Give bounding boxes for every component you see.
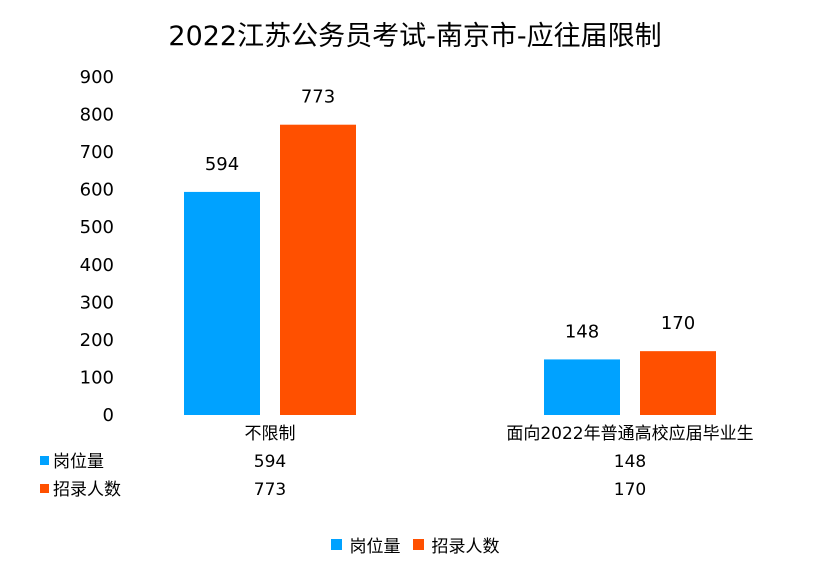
data-labels: 594 773 148 170 [205,87,695,343]
y-tick-label: 0 [103,405,114,426]
table-swatch [40,456,49,465]
legend-item: 岗位量 [330,532,401,557]
chart-title: 2022江苏公务员考试-南京市-应往届限制 [168,21,662,52]
table-swatch [40,484,49,493]
data-label: 170 [661,313,695,334]
data-label: 773 [301,87,335,108]
y-tick-label: 900 [80,67,114,88]
bar-2-2 [640,351,716,415]
table-cell: 594 [254,452,286,472]
y-tick-label: 300 [80,292,114,313]
y-axis-ticks: 0 100 200 300 400 500 600 700 800 900 [80,67,114,426]
legend-label: 岗位量 [349,537,401,557]
category-labels: 不限制 面向2022年普通高校应届毕业生 [245,424,754,444]
table-series-name: 岗位量 [53,452,104,472]
y-tick-label: 400 [80,255,114,276]
y-tick-label: 100 [80,367,114,388]
legend: 岗位量 招录人数 [0,532,830,557]
table-cell: 170 [614,480,646,500]
y-tick-label: 200 [80,330,114,351]
category-label: 不限制 [245,424,296,444]
legend-label: 招录人数 [431,537,500,557]
data-label: 594 [205,154,239,175]
table-series-name: 招录人数 [53,480,121,500]
legend-item: 招录人数 [412,532,500,557]
category-label: 面向2022年普通高校应届毕业生 [506,424,753,444]
y-tick-label: 800 [80,105,114,126]
bars [184,124,716,415]
table-cell: 773 [254,480,286,500]
y-tick-label: 600 [80,180,114,201]
data-table: 岗位量 594 148 招录人数 773 170 [40,452,646,500]
legend-swatch [330,539,342,550]
data-label: 148 [565,321,599,342]
y-tick-label: 500 [80,217,114,238]
legend-swatch [412,539,424,550]
bar-1-2 [544,359,620,415]
y-tick-label: 700 [80,142,114,163]
bar-2-1 [280,124,356,415]
table-cell: 148 [614,452,646,472]
bar-1-1 [184,191,260,415]
